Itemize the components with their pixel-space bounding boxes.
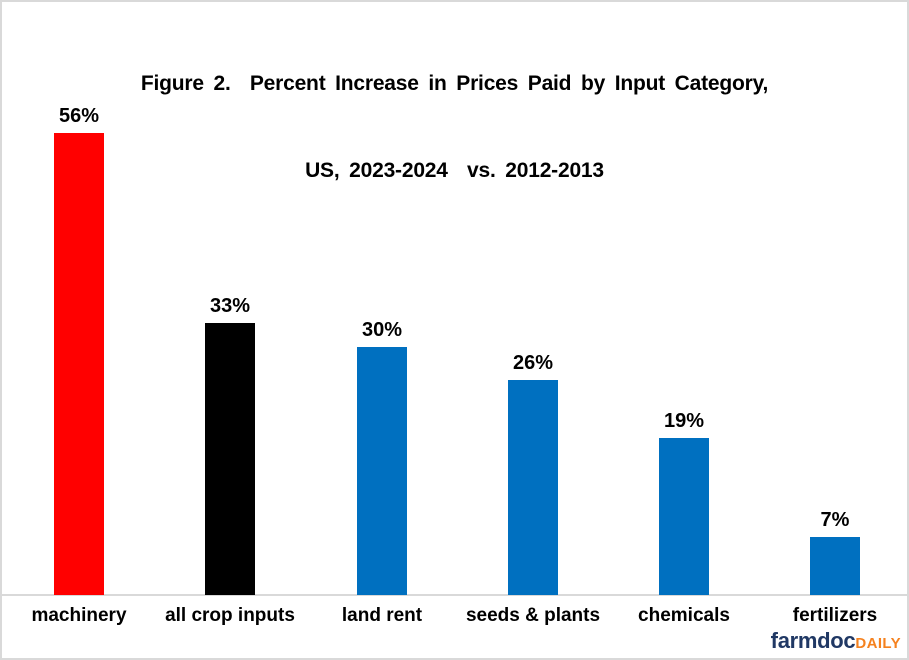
- bar-value-label-machinery: 56%: [58, 105, 100, 127]
- bar-value-label-land-rent: 30%: [361, 319, 403, 341]
- bar-all-crop-inputs: [205, 323, 255, 595]
- x-axis-line: [2, 594, 907, 596]
- bar-seeds-plants: [508, 380, 558, 595]
- chart-title: Figure 2. Percent Increase in Prices Pai…: [2, 11, 907, 243]
- category-label-fertilizers: fertilizers: [792, 605, 878, 626]
- category-label-land-rent: land rent: [341, 605, 423, 626]
- farmdoc-daily-logo: farmdocDAILY: [771, 630, 901, 655]
- daily-logo-text: DAILY: [855, 635, 901, 652]
- farmdoc-logo-text: farmdoc: [770, 628, 856, 653]
- category-label-all-crop-inputs: all crop inputs: [165, 605, 295, 626]
- category-label-seeds-plants: seeds & plants: [465, 605, 601, 626]
- category-label-machinery: machinery: [31, 605, 127, 626]
- bar-value-label-chemicals: 19%: [663, 410, 705, 432]
- bar-chemicals: [659, 438, 709, 595]
- bar-value-label-all-crop-inputs: 33%: [209, 295, 251, 317]
- bar-machinery: [54, 133, 104, 595]
- bar-fertilizers: [810, 537, 860, 595]
- bar-value-label-seeds-plants: 26%: [512, 352, 554, 374]
- bar-land-rent: [357, 347, 407, 595]
- bar-value-label-fertilizers: 7%: [820, 509, 850, 531]
- category-label-chemicals: chemicals: [638, 605, 730, 626]
- chart-title-line1: Figure 2. Percent Increase in Prices Pai…: [140, 72, 769, 95]
- chart-title-line2: US, 2023-2024 vs. 2012-2013: [305, 159, 604, 182]
